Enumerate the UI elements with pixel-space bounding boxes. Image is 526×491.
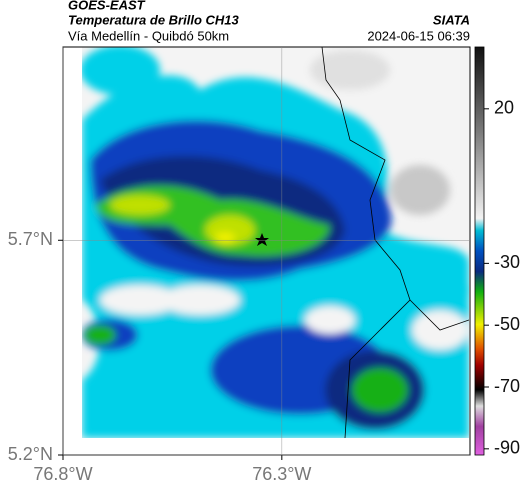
colorbar xyxy=(474,46,485,456)
lat-tick-label: 5.2°N xyxy=(8,444,53,464)
source: GOES-EAST xyxy=(68,0,146,12)
satellite-image xyxy=(82,47,469,438)
colorbar-tick-label: -30 xyxy=(494,252,520,272)
lon-tick-label: 76.8°W xyxy=(33,464,92,484)
colorbar-tick-label: 20 xyxy=(494,98,514,118)
title: Temperatura de Brillo CH13 xyxy=(68,12,240,27)
lat-tick-label: 5.7°N xyxy=(8,229,53,249)
location-marker xyxy=(255,233,269,246)
datetime: 2024-06-15 06:39 xyxy=(367,28,470,43)
org: SIATA xyxy=(433,12,470,27)
colorbar-tick-label: -70 xyxy=(494,376,520,396)
lon-tick-label: 76.3°W xyxy=(252,464,311,484)
colorbar-tick-label: -90 xyxy=(494,438,520,458)
colorbar-tick-label: -50 xyxy=(494,314,520,334)
subtitle: Vía Medellín - Quibdó 50km xyxy=(68,28,229,43)
